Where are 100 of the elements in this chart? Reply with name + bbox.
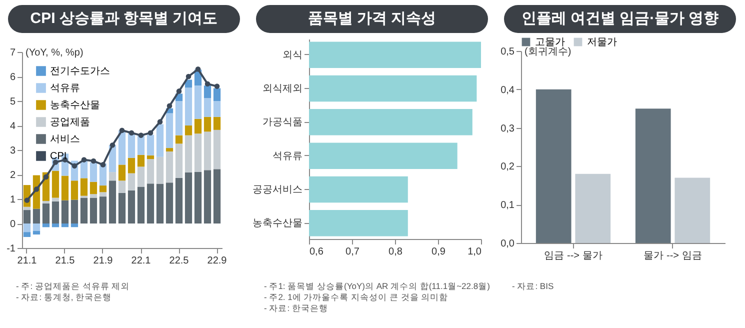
x-tick-label: 22.9 <box>207 256 228 266</box>
x-tick-label: 21.1 <box>17 256 38 266</box>
text: - 주: 공업제품은 석유류 제외 <box>16 281 131 292</box>
bar <box>23 232 31 237</box>
bar <box>23 224 31 232</box>
bar <box>194 86 202 119</box>
text: - 주2. 1에 가까울수록 지속성이 큰 것을 의미함 <box>264 292 450 303</box>
bar <box>108 172 116 181</box>
point <box>204 81 210 86</box>
point <box>110 142 116 148</box>
x-tick-label: 1,0 <box>468 246 482 258</box>
bar <box>80 178 88 196</box>
bar <box>213 116 221 130</box>
x-tick-label: 0,6 <box>310 246 324 258</box>
bar <box>204 86 212 98</box>
bar <box>52 201 60 224</box>
bar <box>52 198 60 202</box>
point <box>119 128 125 134</box>
text: - 주1: 품목별 상승률(YoY)의 AR 계수의 합(11.1월~22.8월) <box>264 281 491 292</box>
bar <box>128 158 136 174</box>
bar <box>204 170 212 224</box>
x-tick-label: 22.1 <box>131 256 152 266</box>
bar <box>213 101 221 117</box>
y-tick-label: 0 <box>10 219 16 230</box>
bar <box>32 224 40 231</box>
y-tick-label: 0,5 <box>500 46 515 58</box>
x-tick-label: 물가 --> 임금 <box>644 250 702 262</box>
bar <box>213 169 221 224</box>
x-tick-label: 21.9 <box>93 256 114 266</box>
point <box>166 103 172 109</box>
point <box>138 132 144 138</box>
bar <box>204 116 212 132</box>
y-tick-label: -1 <box>6 244 16 254</box>
bar <box>99 186 107 192</box>
bar <box>32 230 40 235</box>
bar <box>61 200 69 224</box>
bar <box>118 164 126 181</box>
bar <box>184 126 192 136</box>
bar <box>146 159 154 184</box>
point <box>90 158 96 164</box>
bar <box>194 134 202 172</box>
point <box>100 162 106 168</box>
bar <box>213 88 221 101</box>
point <box>81 157 87 162</box>
legend-label: 전기수도가스 <box>50 66 110 77</box>
bar <box>70 224 78 228</box>
bar <box>184 88 192 126</box>
y-tick-label: 석유류 <box>272 150 302 162</box>
y-tick-label: 0,0 <box>500 238 515 250</box>
chart-title: 품목별 가격 지속성 <box>256 5 488 33</box>
x-tick-label: 0,8 <box>388 246 403 258</box>
bar <box>146 155 154 160</box>
bar <box>175 101 183 136</box>
bar <box>32 208 40 224</box>
bar <box>99 196 107 224</box>
y-tick-label: 4 <box>10 121 16 132</box>
bar <box>204 132 212 170</box>
y-tick-label: 1 <box>10 194 16 206</box>
point <box>43 174 49 180</box>
bar <box>166 148 174 152</box>
bar <box>23 210 31 224</box>
point <box>128 130 134 136</box>
legend-label: 석유류 <box>50 83 80 94</box>
y-tick-label: 0,1 <box>500 200 515 212</box>
bar <box>166 182 174 224</box>
legend-label: 저물가 <box>587 37 617 48</box>
y-tick-label: 0,4 <box>500 84 515 96</box>
bar <box>61 176 69 200</box>
bar <box>90 194 98 198</box>
y-tick-label: 외식제외 <box>262 83 302 94</box>
bar <box>175 144 183 178</box>
bar <box>137 186 145 224</box>
y-tick-label: 외식 <box>282 50 302 61</box>
bar <box>80 198 88 224</box>
bar <box>536 89 572 243</box>
x-tick-label: 0,7 <box>346 246 360 258</box>
point <box>214 84 220 89</box>
y-tick-label: 가공식품 <box>262 117 302 128</box>
point <box>157 119 163 124</box>
bar <box>90 162 98 182</box>
point <box>186 74 192 80</box>
text: - 자료: 통계청, 한국은행 <box>16 292 113 303</box>
point <box>195 66 201 72</box>
y-tick-label: 7 <box>10 48 16 58</box>
y-axis-title: (YoY, %, %p) <box>26 48 84 58</box>
bar <box>128 190 136 224</box>
bar <box>118 192 126 224</box>
bar <box>52 224 60 228</box>
point <box>24 198 30 203</box>
bar <box>52 170 60 198</box>
bar <box>156 124 164 157</box>
bar <box>213 130 221 170</box>
bar <box>90 198 98 224</box>
bar <box>204 98 212 117</box>
y-axis-title: (회귀계수) <box>524 46 572 58</box>
y-tick-label: 5 <box>10 96 16 108</box>
legend-label: 서비스 <box>50 134 80 145</box>
y-tick-label: 0,3 <box>500 123 515 134</box>
y-tick-label: 2 <box>10 170 16 181</box>
bar <box>184 172 192 224</box>
